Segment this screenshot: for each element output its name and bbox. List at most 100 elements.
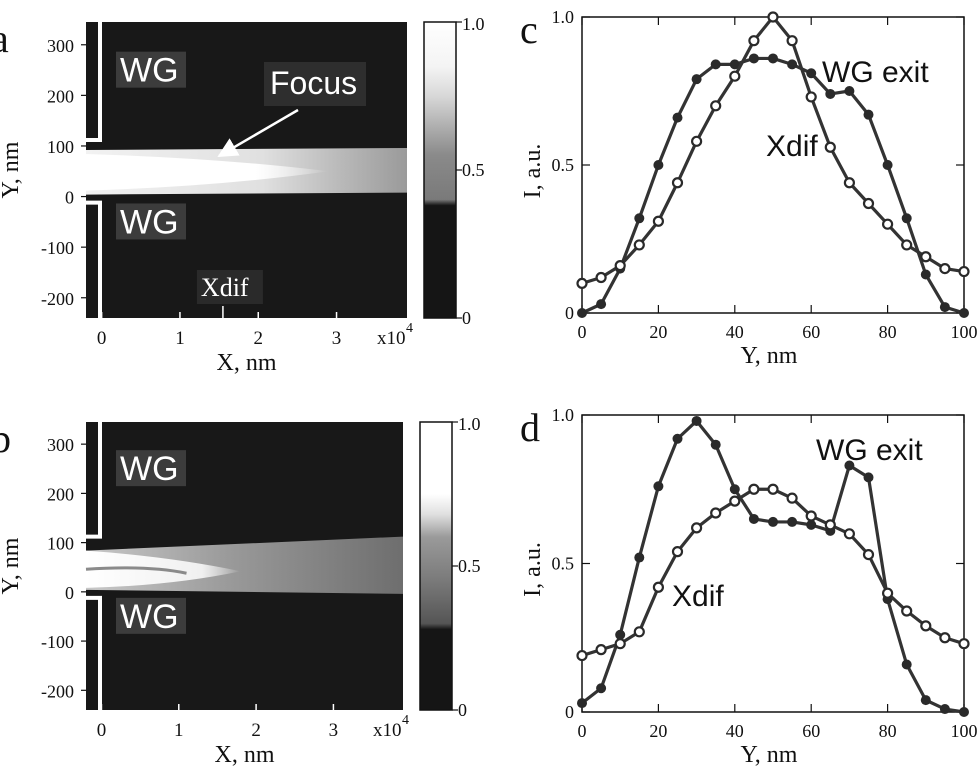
colorbar-tick-label: 1.0 [458, 414, 481, 434]
panel-b: b WG WG 0 1 2 3 x10 4 X, nm 300 200 100 0 -100 -200 Y, n… [0, 414, 481, 768]
y-tick-label: 300 [47, 435, 74, 455]
data-point [577, 308, 587, 318]
data-point [729, 59, 740, 70]
data-point [843, 177, 856, 189]
series-line [581, 56, 965, 315]
y-tick-label: 0.5 [552, 554, 575, 574]
xdif-label-box [196, 270, 263, 304]
xdif-label: Xdif [672, 580, 724, 613]
x-tick-label: 40 [726, 721, 744, 741]
series-xdif [576, 11, 970, 289]
x-tick-label: 80 [879, 322, 897, 342]
y-tick-label: 100 [47, 137, 74, 157]
data-point [786, 492, 798, 504]
data-point [901, 239, 913, 251]
panel-label: d [520, 405, 540, 450]
data-point [768, 516, 778, 527]
wg-label: WG [120, 598, 179, 636]
panel-label: a [0, 16, 9, 61]
focus-arrow [217, 108, 299, 158]
y-tick-label: 200 [47, 484, 74, 504]
x-axis-label: Y, nm [741, 343, 798, 369]
data-point [805, 91, 817, 103]
wg-exit-label: WG exit [822, 56, 929, 89]
data-point [787, 59, 798, 70]
colorbar-tick-label: 1.0 [462, 14, 485, 34]
data-point [729, 70, 741, 82]
colorbar-tick-label: 0.5 [458, 556, 481, 576]
panel-label: b [0, 416, 11, 461]
data-point [843, 528, 856, 540]
data-point [729, 484, 740, 495]
data-point [652, 581, 665, 593]
data-point [767, 11, 779, 23]
data-point [614, 260, 626, 272]
data-point [710, 439, 721, 450]
data-point [633, 239, 645, 251]
data-point [672, 433, 683, 444]
data-point [959, 707, 969, 717]
wg-label-box [116, 597, 186, 634]
x-tick-label: 2 [251, 720, 261, 741]
xdif-label: Xdif [201, 273, 249, 302]
data-point [844, 460, 855, 471]
colorbar-tick-label: 0 [458, 700, 467, 720]
data-point [690, 135, 703, 147]
colorbar-tick-label: 0.5 [462, 160, 485, 180]
data-point [920, 695, 931, 706]
y-tick-label: -100 [41, 238, 74, 258]
data-point [786, 35, 798, 47]
wg-label-box [116, 203, 186, 240]
beam-core [86, 153, 329, 191]
data-point [595, 271, 607, 284]
x-tick-label: 20 [649, 721, 667, 741]
y-axis-label: Y, nm [0, 141, 24, 198]
data-point [901, 605, 913, 617]
waveguide-wall-bottom [86, 200, 102, 318]
x-multiplier: x10 [377, 328, 406, 349]
data-point [748, 483, 760, 495]
data-point [652, 215, 665, 227]
data-point [805, 510, 817, 522]
x-multiplier-exponent: 4 [406, 321, 413, 336]
data-point [691, 415, 702, 426]
x-tick-label: 0 [578, 322, 587, 342]
data-point [614, 638, 626, 650]
focus-label: Focus [270, 65, 357, 101]
x-tick-label: 1 [175, 328, 185, 349]
data-point [939, 263, 951, 275]
data-point [806, 68, 817, 79]
data-point [633, 626, 645, 638]
y-tick-label: 300 [47, 36, 74, 56]
x-tick-label: 40 [726, 322, 744, 342]
data-point [596, 299, 607, 310]
data-point [615, 629, 626, 640]
y-tick-label: 0.5 [552, 155, 575, 175]
data-point [690, 522, 703, 534]
wg-label: WG [120, 52, 179, 90]
waveguide-wall-top [86, 422, 102, 539]
data-point [901, 659, 912, 670]
y-tick-label: 1.0 [552, 7, 575, 27]
waveguide-wall-top [86, 22, 102, 142]
y-tick-label: 100 [47, 534, 74, 554]
data-point [806, 519, 817, 530]
y-tick-label: 0 [565, 303, 574, 323]
data-point [768, 53, 778, 64]
x-axis-label: X, nm [217, 350, 277, 376]
wg-label: WG [120, 450, 179, 488]
data-point [862, 197, 875, 210]
data-point [710, 507, 722, 519]
x-tick-label: 100 [951, 721, 978, 741]
y-axis-label: Y, nm [0, 537, 24, 594]
data-point [863, 109, 874, 120]
x-tick-label: 60 [802, 721, 820, 741]
data-point [653, 160, 664, 170]
data-point [691, 74, 702, 85]
panel-label: c [520, 7, 538, 52]
xdif-label: Xdif [766, 130, 818, 163]
x-axis-label: X, nm [215, 742, 275, 768]
data-point [881, 218, 894, 230]
